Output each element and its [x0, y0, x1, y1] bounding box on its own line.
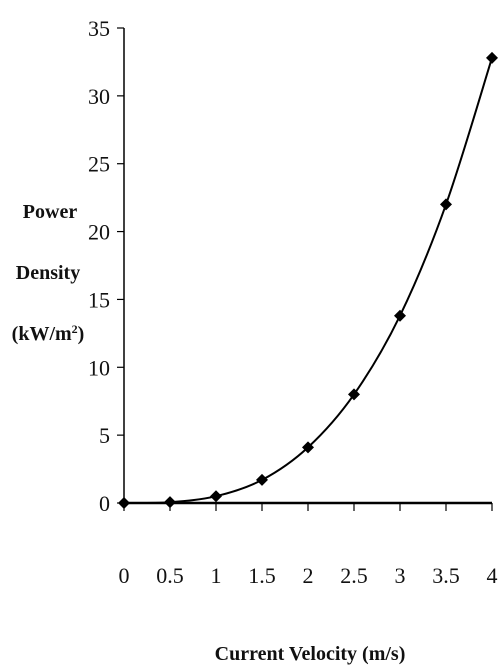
y-tick-label: 15	[88, 287, 110, 312]
axes	[123, 28, 492, 505]
data-point-marker	[256, 473, 268, 486]
data-point-marker	[302, 441, 314, 454]
y-axis-label-line-2: Density	[16, 262, 80, 284]
y-axis-label-superscript: 2	[72, 322, 78, 336]
x-tick-label: 0	[119, 563, 130, 588]
x-tick-label: 1.5	[248, 563, 276, 588]
x-tick-label: 2.5	[340, 563, 368, 588]
y-tick-label: 5	[99, 423, 110, 448]
series	[118, 51, 498, 509]
x-tick-label: 0.5	[156, 563, 184, 588]
y-tick-label: 20	[88, 220, 110, 245]
data-point-marker	[210, 490, 222, 503]
y-tick-label: 30	[88, 84, 110, 109]
x-tick-label: 4	[487, 563, 498, 588]
x-axis-label: Current Velocity (m/s)	[215, 643, 406, 665]
x-tick-label: 3.5	[432, 563, 460, 588]
y-axis-label-close: )	[78, 323, 85, 345]
y-axis-label-unit: (kW/m	[12, 323, 72, 345]
data-point-marker	[440, 198, 452, 211]
series-line	[123, 57, 493, 504]
x-tick-label: 3	[395, 563, 406, 588]
y-ticks: 0 5 10 15 20 25 30 35	[88, 16, 124, 516]
y-axis-label-line-3: (kW/m2)	[12, 322, 85, 345]
y-tick-label: 0	[99, 491, 110, 516]
x-tick-label: 1	[211, 563, 222, 588]
y-tick-label: 10	[88, 355, 110, 380]
data-point-marker	[164, 496, 176, 509]
x-tick-label: 2	[303, 563, 314, 588]
data-point-marker	[348, 388, 360, 401]
x-ticks: 0 0.5 1 1.5 2 2.5 3 3.5 4	[119, 503, 498, 588]
y-axis-label-line-1: Power	[23, 201, 78, 223]
data-point-marker	[118, 497, 130, 509]
data-point-marker	[394, 309, 406, 322]
y-tick-label: 25	[88, 152, 110, 177]
data-point-marker	[486, 51, 498, 64]
y-tick-label: 35	[88, 16, 110, 41]
